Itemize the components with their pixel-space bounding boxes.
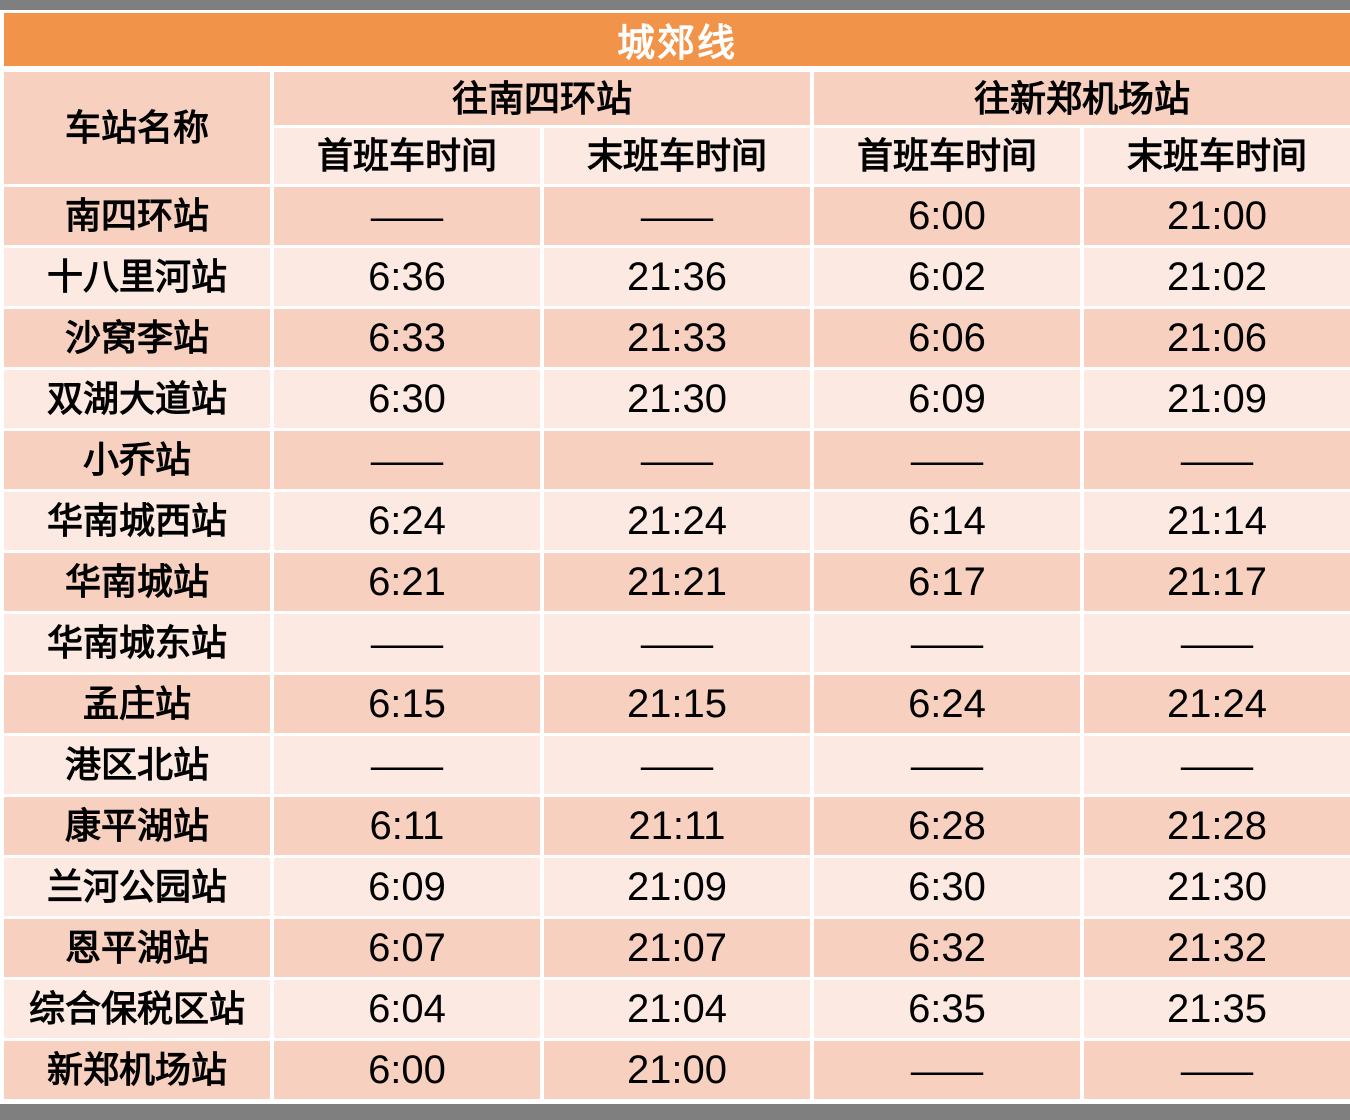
first-train-dir2-cell: 6:28 xyxy=(814,797,1080,855)
timetable-grid: 车站名称 往南四环站 往新郑机场站 首班车时间 末班车时间 首班车时间 末班车时… xyxy=(4,72,1350,1099)
last-train-dir1-cell: 21:15 xyxy=(544,675,810,733)
first-train-dir2-cell: 6:30 xyxy=(814,858,1080,916)
last-train-dir2-cell: 21:14 xyxy=(1084,492,1350,550)
station-name-cell: 沙窝李站 xyxy=(4,309,270,367)
first-train-dir1-cell: 6:33 xyxy=(274,309,540,367)
last-train-dir2-cell: 21:30 xyxy=(1084,858,1350,916)
first-train-dir2-cell: 6:06 xyxy=(814,309,1080,367)
header-direction-xinzheng-airport: 往新郑机场站 xyxy=(814,72,1350,125)
first-train-dir1-cell: 6:04 xyxy=(274,980,540,1038)
first-train-dir1-cell: 6:09 xyxy=(274,858,540,916)
station-name-cell: 孟庄站 xyxy=(4,675,270,733)
first-train-dir2-cell: —— xyxy=(814,736,1080,794)
top-frame-bar xyxy=(0,0,1350,10)
last-train-dir1-cell: 21:33 xyxy=(544,309,810,367)
first-train-dir2-cell: 6:24 xyxy=(814,675,1080,733)
last-train-dir2-cell: 21:02 xyxy=(1084,248,1350,306)
last-train-dir2-cell: —— xyxy=(1084,614,1350,672)
first-train-dir1-cell: 6:21 xyxy=(274,553,540,611)
station-name-cell: 华南城西站 xyxy=(4,492,270,550)
station-name-cell: 恩平湖站 xyxy=(4,919,270,977)
station-name-cell: 双湖大道站 xyxy=(4,370,270,428)
first-train-dir1-cell: 6:00 xyxy=(274,1041,540,1099)
last-train-dir2-cell: 21:06 xyxy=(1084,309,1350,367)
last-train-dir1-cell: 21:36 xyxy=(544,248,810,306)
first-train-dir1-cell: —— xyxy=(274,736,540,794)
last-train-dir2-cell: 21:09 xyxy=(1084,370,1350,428)
first-train-dir1-cell: —— xyxy=(274,614,540,672)
last-train-dir1-cell: 21:24 xyxy=(544,492,810,550)
header-direction-nansihuan: 往南四环站 xyxy=(274,72,810,125)
bottom-frame-bar xyxy=(0,1104,1350,1120)
last-train-dir1-cell: —— xyxy=(544,614,810,672)
station-name-cell: 康平湖站 xyxy=(4,797,270,855)
first-train-dir2-cell: 6:02 xyxy=(814,248,1080,306)
first-train-dir1-cell: —— xyxy=(274,187,540,245)
last-train-dir1-cell: 21:07 xyxy=(544,919,810,977)
subheader-last-train-dir1: 末班车时间 xyxy=(544,128,810,184)
last-train-dir1-cell: —— xyxy=(544,431,810,489)
last-train-dir1-cell: 21:00 xyxy=(544,1041,810,1099)
last-train-dir2-cell: 21:28 xyxy=(1084,797,1350,855)
last-train-dir2-cell: 21:32 xyxy=(1084,919,1350,977)
last-train-dir2-cell: 21:35 xyxy=(1084,980,1350,1038)
station-name-cell: 小乔站 xyxy=(4,431,270,489)
last-train-dir1-cell: 21:09 xyxy=(544,858,810,916)
station-name-cell: 华南城站 xyxy=(4,553,270,611)
last-train-dir1-cell: 21:11 xyxy=(544,797,810,855)
station-name-cell: 十八里河站 xyxy=(4,248,270,306)
last-train-dir2-cell: —— xyxy=(1084,431,1350,489)
first-train-dir2-cell: 6:17 xyxy=(814,553,1080,611)
station-name-cell: 港区北站 xyxy=(4,736,270,794)
subheader-last-train-dir2: 末班车时间 xyxy=(1084,128,1350,184)
first-train-dir1-cell: —— xyxy=(274,431,540,489)
first-train-dir2-cell: 6:00 xyxy=(814,187,1080,245)
last-train-dir2-cell: —— xyxy=(1084,1041,1350,1099)
first-train-dir2-cell: 6:32 xyxy=(814,919,1080,977)
last-train-dir1-cell: 21:04 xyxy=(544,980,810,1038)
line-title: 城郊线 xyxy=(616,23,737,65)
first-train-dir1-cell: 6:30 xyxy=(274,370,540,428)
station-name-cell: 华南城东站 xyxy=(4,614,270,672)
last-train-dir1-cell: 21:30 xyxy=(544,370,810,428)
first-train-dir1-cell: 6:07 xyxy=(274,919,540,977)
last-train-dir2-cell: 21:17 xyxy=(1084,553,1350,611)
timetable-content: 城郊线 车站名称 往南四环站 往新郑机场站 首班车时间 末班车时间 首班车时间 … xyxy=(4,13,1350,1099)
last-train-dir2-cell: 21:00 xyxy=(1084,187,1350,245)
last-train-dir1-cell: —— xyxy=(544,736,810,794)
line-title-bar: 城郊线 xyxy=(4,13,1350,66)
last-train-dir2-cell: —— xyxy=(1084,736,1350,794)
first-train-dir1-cell: 6:36 xyxy=(274,248,540,306)
first-train-dir1-cell: 6:24 xyxy=(274,492,540,550)
first-train-dir2-cell: 6:09 xyxy=(814,370,1080,428)
first-train-dir2-cell: 6:35 xyxy=(814,980,1080,1038)
header-station-name: 车站名称 xyxy=(4,72,270,184)
subheader-first-train-dir2: 首班车时间 xyxy=(814,128,1080,184)
station-name-cell: 综合保税区站 xyxy=(4,980,270,1038)
station-name-cell: 新郑机场站 xyxy=(4,1041,270,1099)
first-train-dir1-cell: 6:11 xyxy=(274,797,540,855)
first-train-dir1-cell: 6:15 xyxy=(274,675,540,733)
last-train-dir1-cell: 21:21 xyxy=(544,553,810,611)
first-train-dir2-cell: —— xyxy=(814,1041,1080,1099)
station-name-cell: 南四环站 xyxy=(4,187,270,245)
station-name-cell: 兰河公园站 xyxy=(4,858,270,916)
first-train-dir2-cell: —— xyxy=(814,614,1080,672)
last-train-dir1-cell: —— xyxy=(544,187,810,245)
subheader-first-train-dir1: 首班车时间 xyxy=(274,128,540,184)
first-train-dir2-cell: 6:14 xyxy=(814,492,1080,550)
first-train-dir2-cell: —— xyxy=(814,431,1080,489)
last-train-dir2-cell: 21:24 xyxy=(1084,675,1350,733)
